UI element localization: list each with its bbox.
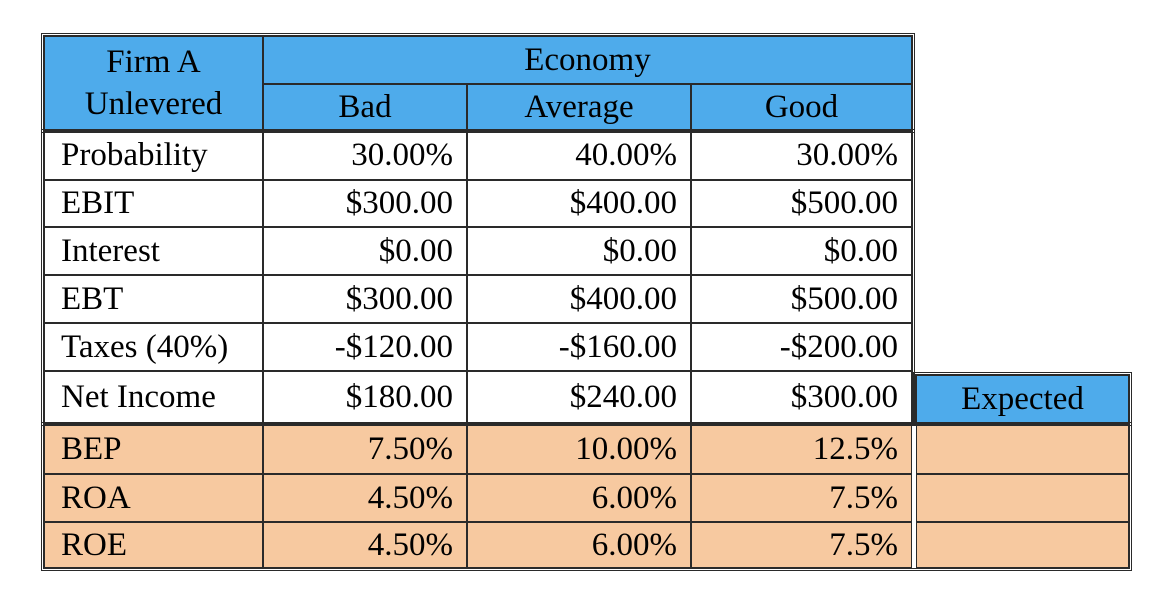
ratio-value: 6.00% (467, 522, 691, 568)
row-value: 30.00% (691, 130, 912, 180)
row-value: $180.00 (263, 371, 467, 423)
row-value: $500.00 (691, 275, 912, 323)
row-value: -$160.00 (467, 323, 691, 371)
ratio-value: 7.5% (691, 474, 912, 522)
ratio-label: ROA (44, 474, 263, 522)
row-value: $300.00 (691, 371, 912, 423)
row-value: $300.00 (263, 180, 467, 227)
ratio-value: 4.50% (263, 522, 467, 568)
firm-label-cell: Firm A Unlevered (44, 36, 263, 130)
ratio-value: 10.00% (467, 425, 691, 474)
ratio-label: ROE (44, 522, 263, 568)
row-value: $0.00 (691, 227, 912, 275)
col-header-average: Average (467, 84, 691, 130)
ratio-value: 7.50% (263, 425, 467, 474)
row-value: 40.00% (467, 130, 691, 180)
ratio-expected-cell (916, 522, 1129, 568)
row-value: $500.00 (691, 180, 912, 227)
ratio-value: 6.00% (467, 474, 691, 522)
row-label: Interest (44, 227, 263, 275)
col-header-good: Good (691, 84, 912, 130)
row-label: Net Income (44, 371, 263, 423)
row-label: EBIT (44, 180, 263, 227)
row-value: -$200.00 (691, 323, 912, 371)
row-value: $400.00 (467, 275, 691, 323)
firm-label-line1: Firm A (106, 43, 201, 80)
row-value: $240.00 (467, 371, 691, 423)
ratio-value: 4.50% (263, 474, 467, 522)
row-label: EBT (44, 275, 263, 323)
ratio-value: 7.5% (691, 522, 912, 568)
economy-header: Economy (263, 36, 912, 84)
row-value: 30.00% (263, 130, 467, 180)
row-label: Taxes (40%) (44, 323, 263, 371)
row-value: $0.00 (263, 227, 467, 275)
firm-label-line2: Unlevered (84, 85, 223, 122)
row-value: -$120.00 (263, 323, 467, 371)
ratio-value: 12.5% (691, 425, 912, 474)
expected-header: Expected (916, 375, 1129, 423)
row-value: $400.00 (467, 180, 691, 227)
row-label: Probability (44, 130, 263, 180)
col-header-bad: Bad (263, 84, 467, 130)
row-value: $300.00 (263, 275, 467, 323)
ratio-expected-cell (916, 474, 1129, 522)
row-value: $0.00 (467, 227, 691, 275)
ratio-label: BEP (44, 425, 263, 474)
ratio-expected-cell (916, 425, 1129, 474)
